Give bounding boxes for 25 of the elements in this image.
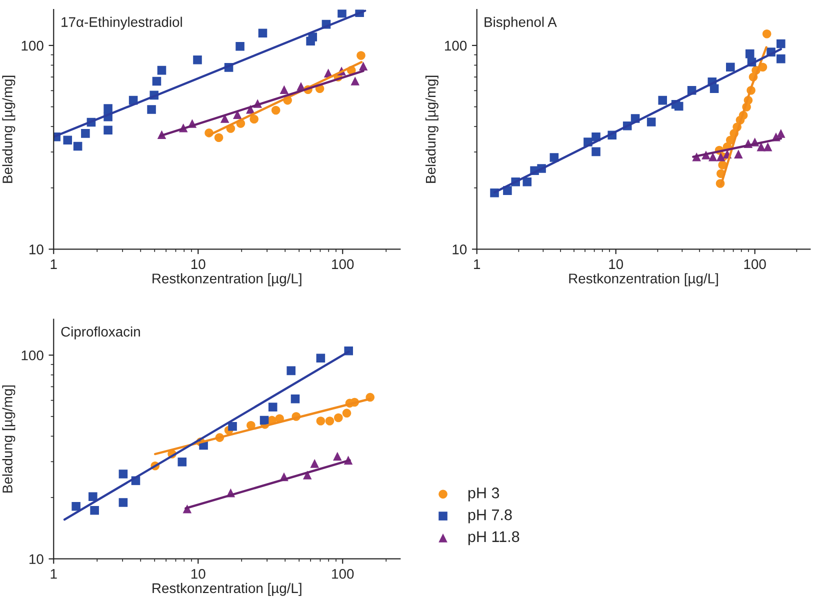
y-tick-label: 10 (30, 244, 44, 254)
x-tick-label: 1 (50, 259, 57, 269)
x-tick-label: 10 (191, 568, 206, 579)
chart-title: 17α-Ethinylestradiol (62, 16, 182, 30)
y-tick-label: 10 (30, 554, 44, 564)
legend-label: pH 11.8 (468, 531, 520, 546)
legend-label: pH 7.8 (468, 509, 512, 524)
x-tick-label: 100 (744, 259, 766, 270)
x-axis-title: Restkonzentration [µg/L] (569, 273, 718, 286)
y-tick-label: 100 (22, 350, 44, 360)
legend-label: pH 3 (468, 488, 500, 502)
x-tick-label: 1 (50, 569, 57, 579)
y-axis-title: Beladung [µg/mg] (2, 76, 16, 183)
x-tick-label: 10 (191, 259, 206, 270)
y-axis-title: Beladung [µg/mg] (425, 76, 438, 183)
chart-title: Ciprofloxacin (61, 326, 140, 340)
x-tick-label: 100 (332, 568, 354, 579)
x-tick-label: 1 (474, 259, 480, 269)
x-tick-label: 100 (332, 259, 354, 270)
x-axis-title: Restkonzentration [µg/L] (152, 582, 302, 596)
y-tick-label: 100 (22, 40, 44, 51)
chart-title: Bisphenol A (484, 16, 557, 30)
x-axis-title: Restkonzentration [µg/L] (152, 273, 302, 286)
x-tick-label: 10 (609, 259, 624, 270)
y-axis-title: Beladung [µg/mg] (2, 385, 16, 492)
